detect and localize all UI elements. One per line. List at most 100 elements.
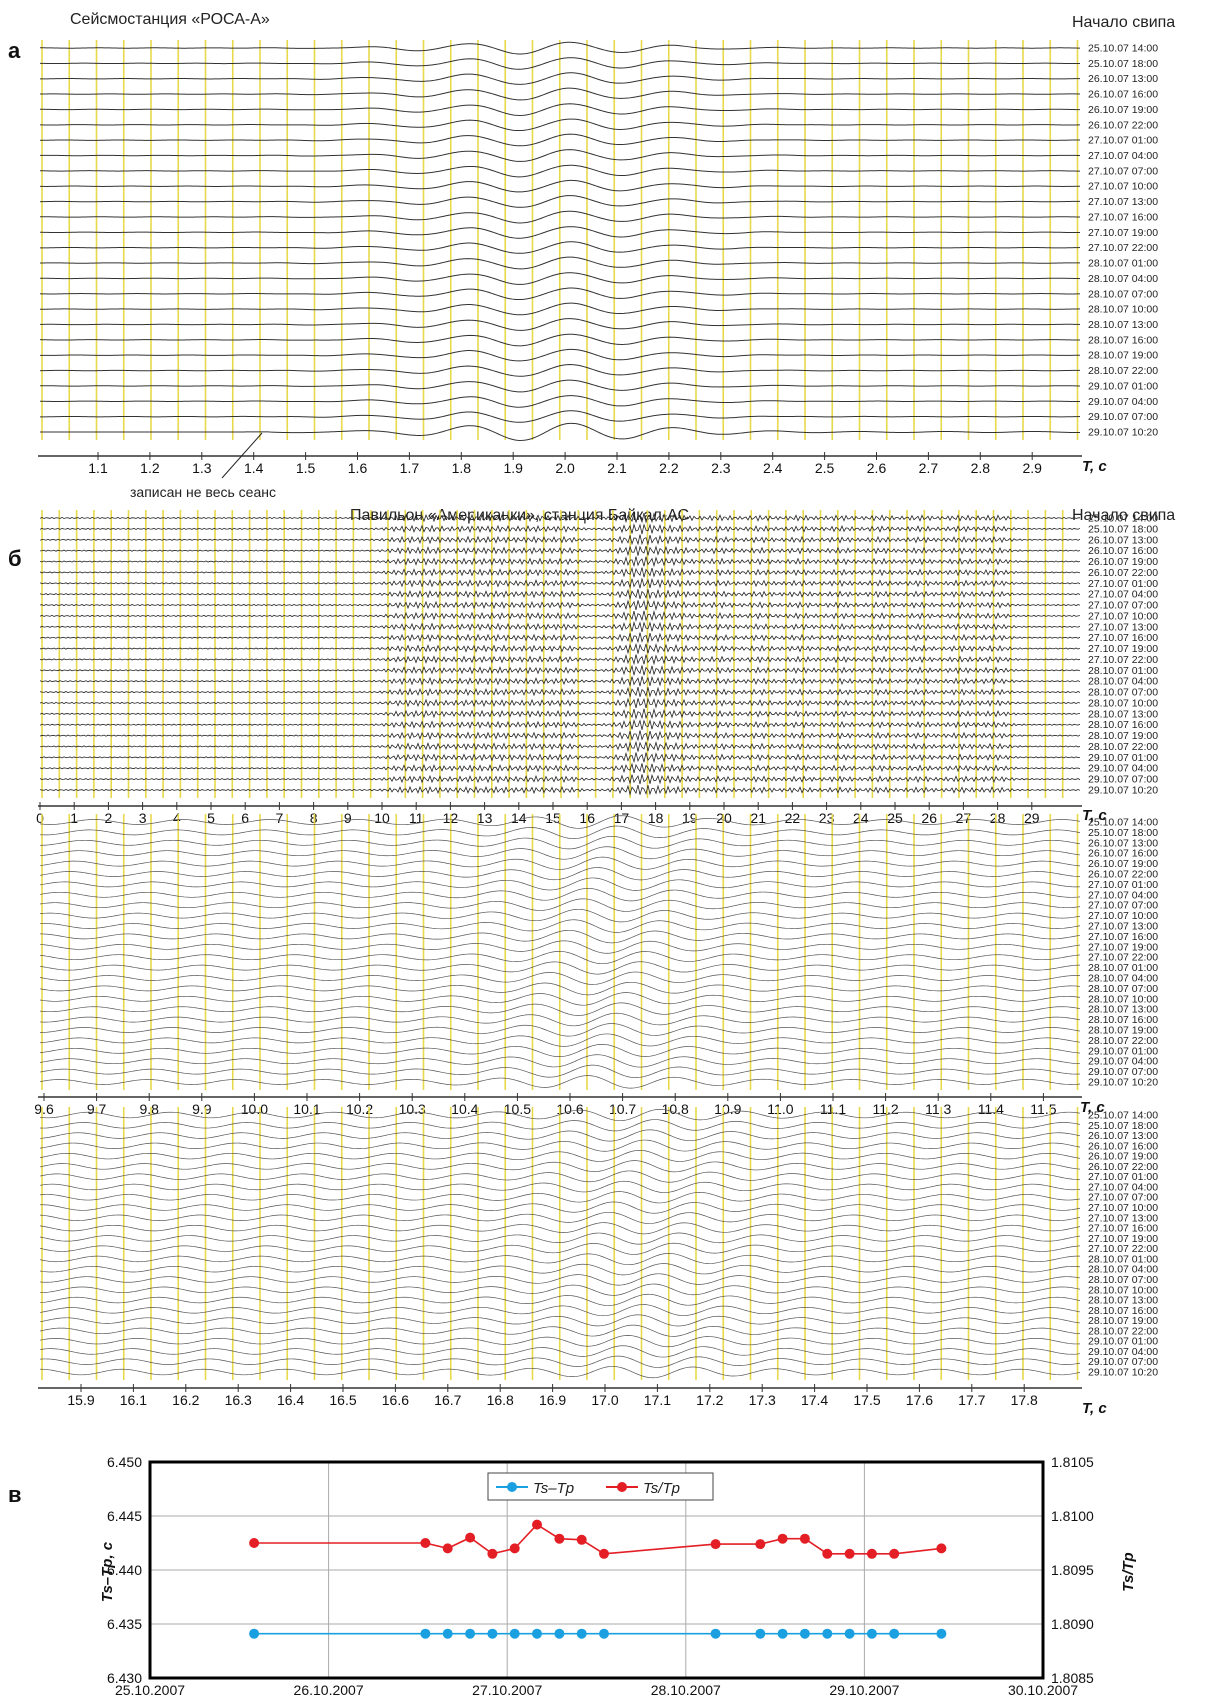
trace <box>39 410 1081 423</box>
trace <box>39 348 1081 362</box>
trace <box>39 898 1081 912</box>
trace <box>39 523 1081 535</box>
trace <box>39 762 1081 774</box>
date-label: 27.10.07 19:00 <box>1088 1233 1158 1245</box>
tick-label: 11.2 <box>872 1101 898 1117</box>
trace <box>39 1180 1081 1193</box>
trace <box>39 686 1081 698</box>
trace <box>39 664 1081 676</box>
date-label: 26.10.07 16:00 <box>1088 1140 1158 1152</box>
tick-label: 16.5 <box>329 1392 356 1408</box>
panel-c-x-ticks: 25.10.2007 26.10.2007 27.10.2007 28.10.2007… <box>115 1682 1078 1698</box>
date-label: 25.10.07 14:00 <box>1088 817 1158 829</box>
tick-label: 23 <box>819 810 835 826</box>
date-label: 25.10.07 14:00 <box>1088 513 1158 525</box>
tick-label: 0 <box>36 810 44 826</box>
trace <box>39 544 1081 557</box>
y-left-tick: 6.435 <box>107 1616 142 1632</box>
date-label: 28.10.07 22:00 <box>1088 741 1158 753</box>
tick-label: 1.6 <box>348 460 368 476</box>
trace <box>39 751 1081 764</box>
trace <box>39 333 1081 347</box>
trace <box>39 707 1081 720</box>
panel-b3-gridlines <box>41 1107 1079 1380</box>
trace <box>39 1108 1081 1122</box>
data-point <box>889 1628 900 1639</box>
date-label: 26.10.07 19:00 <box>1088 104 1158 116</box>
date-label: 28.10.07 22:00 <box>1088 365 1158 377</box>
trace <box>39 1139 1081 1152</box>
date-label: 25.10.07 18:00 <box>1088 523 1158 535</box>
trace <box>39 719 1081 730</box>
date-label: 29.10.07 10:20 <box>1088 427 1158 439</box>
tick-label: 10.0 <box>241 1101 268 1117</box>
date-label: 28.10.07 07:00 <box>1088 1274 1158 1286</box>
date-label: 28.10.07 13:00 <box>1088 1004 1158 1016</box>
annotation-pointer <box>221 432 263 479</box>
date-label: 27.10.07 13:00 <box>1088 621 1158 633</box>
tick-label: 2.1 <box>607 460 627 476</box>
date-label: 27.10.07 07:00 <box>1088 165 1158 177</box>
tick-label: 10.3 <box>399 1101 426 1117</box>
data-point <box>532 1628 542 1639</box>
trace <box>39 1033 1081 1047</box>
trace <box>39 1002 1081 1016</box>
trace <box>39 210 1081 224</box>
trace <box>39 940 1081 954</box>
trace <box>40 1283 1081 1296</box>
tick-label: 11 <box>409 810 424 826</box>
date-label: 26.10.07 13:00 <box>1088 1130 1158 1142</box>
date-label: 25.10.07 18:00 <box>1088 827 1158 839</box>
trace <box>39 118 1081 132</box>
date-label: 25.10.07 14:00 <box>1088 43 1158 55</box>
data-point <box>487 1548 498 1559</box>
trace <box>39 740 1081 753</box>
tick-label: 2 <box>105 810 113 826</box>
trace <box>39 1263 1081 1276</box>
trace <box>39 1366 1081 1379</box>
trace <box>39 164 1080 178</box>
data-point <box>249 1628 260 1639</box>
trace <box>39 556 1081 568</box>
trace <box>39 730 1081 742</box>
trace <box>39 256 1081 270</box>
trace <box>39 1335 1081 1348</box>
date-label: 29.10.07 10:20 <box>1088 1367 1158 1379</box>
tick-label: 17 <box>614 810 630 826</box>
trace <box>39 971 1081 985</box>
trace <box>39 1160 1081 1173</box>
date-label: 27.10.07 07:00 <box>1088 900 1158 912</box>
date-label: 27.10.07 22:00 <box>1088 952 1158 964</box>
trace <box>39 588 1081 601</box>
trace <box>39 1043 1081 1058</box>
panel-a-title: Сейсмостанция «РОСА-А» <box>70 11 270 28</box>
date-label: 27.10.07 16:00 <box>1088 211 1158 223</box>
date-label: 29.10.07 07:00 <box>1088 1066 1158 1078</box>
trace <box>39 103 1081 116</box>
date-label: 27.10.07 22:00 <box>1088 242 1158 254</box>
tick-label: 1.5 <box>296 460 316 476</box>
trace <box>39 1222 1081 1235</box>
legend-marker-ts-tp <box>507 1482 517 1492</box>
tick-label: 2.9 <box>1022 460 1042 476</box>
panel-c-letter: в <box>8 1482 22 1507</box>
panel-a-ticks: 1.1 1.2 1.3 1.4 1.5 1.6 1.7 1.8 1.9 2.0 2.1 2.2 2.3 2… <box>88 452 1042 476</box>
y-right-label: Ts/Tp <box>1120 1552 1137 1591</box>
tick-label: 16.8 <box>487 1392 514 1408</box>
date-label: 27.10.07 10:00 <box>1088 910 1158 922</box>
trace <box>39 642 1081 655</box>
trace <box>39 1242 1081 1255</box>
trace <box>39 318 1081 331</box>
trace <box>39 825 1081 839</box>
data-point <box>936 1543 947 1554</box>
trace <box>39 981 1081 996</box>
data-point <box>420 1628 431 1639</box>
date-label: 26.10.07 13:00 <box>1088 73 1158 85</box>
data-point <box>576 1628 587 1639</box>
tick-label: 28 <box>990 810 1006 826</box>
trace <box>39 1304 1081 1317</box>
tick-label: 21 <box>750 810 766 826</box>
date-label: 28.10.07 13:00 <box>1088 319 1158 331</box>
date-label: 28.10.07 22:00 <box>1088 1325 1158 1337</box>
date-label: 28.10.07 10:00 <box>1088 993 1158 1005</box>
